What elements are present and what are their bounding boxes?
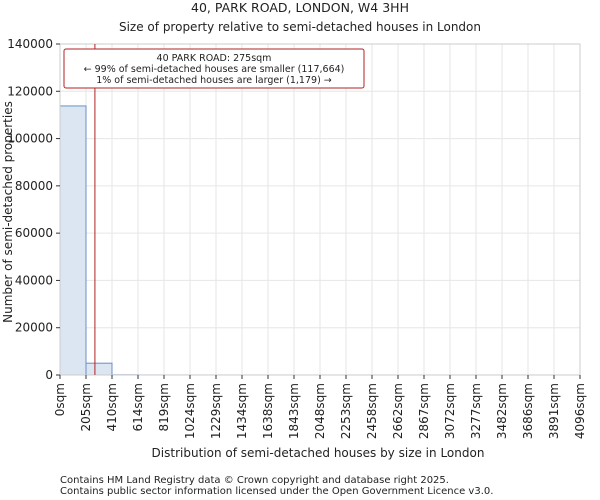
y-tick-label: 20000 (15, 321, 53, 335)
annotation-line-1: 40 PARK ROAD: 275sqm (157, 53, 272, 64)
chart-subtitle: Size of property relative to semi-detach… (119, 20, 481, 34)
x-tick-label: 1434sqm (235, 383, 249, 439)
x-tick-label: 2662sqm (391, 383, 405, 439)
x-tick-label: 3482sqm (495, 383, 509, 439)
x-tick-label: 4096sqm (573, 383, 587, 439)
annotation-line-2: ← 99% of semi-detached houses are smalle… (84, 64, 345, 75)
x-tick-label: 3277sqm (469, 383, 483, 439)
x-tick-label: 2458sqm (365, 383, 379, 439)
y-ticks: 0 20000 40000 60000 80000 100000 120000 140000 (7, 37, 60, 382)
x-tick-label: 819sqm (157, 383, 171, 431)
x-tick-label: 3072sqm (443, 383, 457, 439)
x-tick-label: 1638sqm (261, 383, 275, 439)
bars (59, 105, 581, 376)
x-tick-label: 614sqm (131, 383, 145, 431)
x-tick-label: 2253sqm (339, 383, 353, 439)
x-axis-label: Distribution of semi-detached houses by … (152, 446, 485, 460)
y-tick-label: 0 (45, 368, 53, 382)
y-tick-label: 40000 (15, 273, 53, 287)
footer-line-2: Contains public sector information licen… (60, 486, 493, 497)
x-tick-label: 205sqm (79, 383, 93, 431)
y-tick-label: 100000 (7, 132, 53, 146)
footer-line-1: Contains HM Land Registry data © Crown c… (60, 475, 449, 486)
annotation-frame (63, 48, 365, 89)
x-tick-label: 3891sqm (547, 383, 561, 439)
x-tick-label: 2867sqm (417, 383, 431, 439)
x-tick-label: 1843sqm (287, 383, 301, 439)
annotation-line-3: 1% of semi-detached houses are larger (1… (96, 75, 332, 86)
chart-title: 40, PARK ROAD, LONDON, W4 3HH (191, 0, 409, 15)
y-tick-label: 120000 (7, 84, 53, 98)
bar (85, 362, 113, 376)
x-tick-label: 1229sqm (209, 383, 223, 439)
x-tick-label: 0sqm (53, 383, 67, 416)
x-tick-label: 410sqm (105, 383, 119, 431)
grid (59, 43, 581, 376)
y-axis-label: Number of semi-detached properties (1, 101, 15, 323)
y-tick-label: 60000 (15, 226, 53, 240)
annotation-box: 40 PARK ROAD: 275sqm ← 99% of semi-detac… (63, 48, 365, 89)
bar (59, 105, 87, 376)
y-tick-label: 80000 (15, 179, 53, 193)
x-tick-label: 1024sqm (183, 383, 197, 439)
y-tick-label: 140000 (7, 37, 53, 51)
x-tick-label: 3686sqm (521, 383, 535, 439)
x-ticks: 0sqm 205sqm 410sqm 614sqm 819sqm 1024sqm 1229s… (53, 375, 587, 439)
x-tick-label: 2048sqm (313, 383, 327, 439)
